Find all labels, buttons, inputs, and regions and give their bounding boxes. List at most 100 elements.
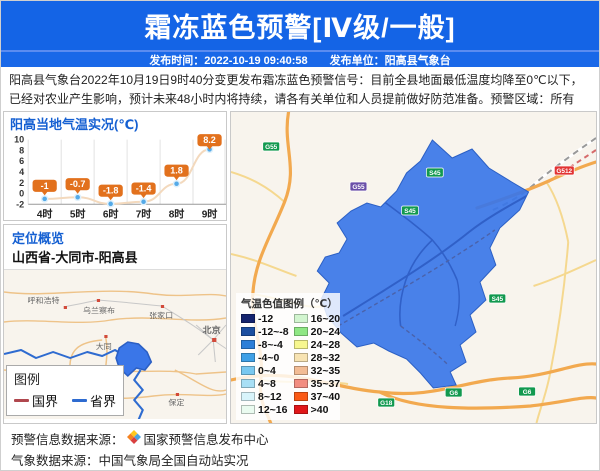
temp-legend-item: 16~20 (293, 312, 340, 325)
data-labels: -1 -0.7 -1.8 -1.4 1.8 8.2 (32, 134, 222, 201)
temperature-line-chart: 10 8 6 4 2 0 -2 4时 5时 6时 7时 8时 (14, 134, 226, 220)
temp-swatch (241, 366, 255, 375)
svg-text:-1.4: -1.4 (136, 184, 152, 194)
temp-legend-item: -12 (241, 312, 289, 325)
national-border-label: 国界 (32, 394, 59, 409)
svg-text:4: 4 (19, 167, 24, 177)
svg-text:6: 6 (19, 156, 24, 166)
y-axis-labels: 10 8 6 4 2 0 -2 (14, 135, 24, 210)
svg-text:6时: 6时 (103, 207, 119, 220)
svg-text:7时: 7时 (136, 207, 152, 220)
temp-legend-item: >40 (293, 403, 341, 416)
temp-legend-item: -12~-8 (241, 325, 289, 338)
svg-text:保定: 保定 (168, 397, 184, 407)
temp-legend-item: 32~35 (293, 364, 340, 377)
svg-text:8: 8 (19, 145, 24, 155)
temp-swatch (293, 366, 308, 375)
svg-text:大同: 大同 (96, 341, 112, 351)
temp-legend-item: 8~12 (241, 390, 289, 403)
svg-text:4时: 4时 (37, 207, 53, 220)
location-overview-panel: 定位概览 山西省-大同市-阳高县 (3, 224, 227, 424)
temp-legend-item: 0~4 (241, 364, 289, 377)
main-map[interactable]: G55 G55 S45 S45 G512 S45 G18 G6 G6 气温色值图… (230, 111, 597, 424)
temp-swatch (293, 379, 308, 388)
temp-legend-item: 37~40 (293, 390, 340, 403)
svg-text:2: 2 (19, 178, 24, 188)
location-breadcrumb: 山西省-大同市-阳高县 (12, 250, 138, 265)
border-legend-title: 图例 (14, 372, 41, 387)
svg-text:S45: S45 (429, 170, 441, 177)
svg-text:G512: G512 (556, 168, 572, 175)
province-border-label: 省界 (90, 394, 117, 409)
temperature-legend-title: 气温色值图例（℃） (241, 298, 338, 310)
svg-text:G6: G6 (449, 390, 458, 397)
svg-text:乌兰察布: 乌兰察布 (83, 305, 115, 315)
temp-swatch (241, 353, 255, 362)
svg-text:8.2: 8.2 (203, 135, 216, 145)
svg-text:呼和浩特: 呼和浩特 (27, 295, 59, 305)
svg-text:-1: -1 (41, 181, 49, 191)
temp-swatch (293, 392, 308, 401)
svg-text:张家口: 张家口 (149, 310, 173, 320)
warning-source-value: 国家预警信息发布中心 (143, 433, 269, 447)
svg-text:S45: S45 (404, 208, 416, 215)
temp-swatch (241, 340, 255, 349)
warning-source-label: 预警信息数据来源： (11, 433, 124, 447)
page-header: 霜冻蓝色预警[Ⅳ级/一般] (1, 1, 599, 50)
legend-item-province-border: 省界 (72, 391, 116, 410)
temp-legend-item: 28~32 (293, 351, 340, 364)
county-region[interactable] (316, 139, 530, 389)
content-row: 阳高当地气温实况(℃) 10 8 6 4 (1, 111, 599, 424)
warning-description: 阳高县气象台2022年10月19日9时40分变更发布霜冻蓝色预警信号：目前全县地… (9, 73, 583, 107)
temp-legend-item: 24~28 (293, 338, 340, 351)
svg-text:0: 0 (19, 188, 24, 198)
left-column: 阳高当地气温实况(℃) 10 8 6 4 (3, 111, 227, 424)
svg-text:G55: G55 (265, 144, 278, 151)
svg-text:G18: G18 (380, 400, 393, 407)
location-overview-title: 定位概览 (12, 231, 65, 246)
temp-swatch (241, 392, 255, 401)
road-shields: G55 G55 S45 S45 G512 S45 G18 G6 G6 (262, 141, 575, 408)
warning-source-line: 预警信息数据来源： 国家预警信息发布中心 (11, 430, 589, 451)
svg-text:北京: 北京 (203, 324, 221, 335)
temperature-color-legend: 气温色值图例（℃） -12 -12~-8 -8~-4 -4~0 0~4 4~8 … (236, 293, 340, 420)
svg-text:G55: G55 (352, 184, 365, 191)
temp-legend-item: 12~16 (241, 403, 289, 416)
publish-unit: 发布单位：阳高县气象台 (329, 54, 451, 67)
data-sources: 预警信息数据来源： 国家预警信息发布中心 气象数据来源：中国气象局全国自动站实况 (1, 424, 599, 470)
svg-text:9时: 9时 (202, 207, 218, 220)
temperature-chart-panel: 阳高当地气温实况(℃) 10 8 6 4 (3, 111, 227, 221)
page-title: 霜冻蓝色预警[Ⅳ级/一般] (144, 13, 456, 43)
publish-time: 发布时间：2022-10-19 09:40:58 (149, 54, 308, 67)
region-inner-roads (337, 193, 528, 365)
svg-text:-1.8: -1.8 (103, 186, 119, 196)
data-points (40, 145, 214, 208)
svg-text:10: 10 (14, 135, 24, 145)
svg-text:5时: 5时 (70, 207, 86, 220)
temp-swatch (293, 405, 308, 414)
mini-gray-roads (63, 299, 226, 363)
province-border-swatch (72, 399, 87, 402)
legend-item-national-border: 国界 (14, 391, 58, 410)
temp-swatch (241, 379, 255, 388)
svg-text:-0.7: -0.7 (70, 179, 86, 189)
temp-legend-item: -8~-4 (241, 338, 289, 351)
svg-text:S45: S45 (492, 296, 504, 303)
temp-swatch (241, 314, 255, 323)
weather-source-line: 气象数据来源：中国气象局全国自动站实况 (11, 451, 589, 470)
province-border-line (4, 349, 144, 419)
temp-swatch (293, 353, 308, 362)
mini-county-region[interactable] (115, 341, 153, 378)
publish-info-bar: 发布时间：2022-10-19 09:40:58 发布单位：阳高县气象台 (1, 50, 599, 67)
svg-text:G6: G6 (523, 389, 532, 396)
chart-title: 阳高当地气温实况(℃) (10, 117, 139, 132)
nwc-diamond-icon (126, 430, 141, 451)
weather-source-value: 气象数据来源：中国气象局全国自动站实况 (11, 454, 249, 468)
x-axis-labels: 4时 5时 6时 7时 8时 9时 (37, 207, 218, 220)
border-legend: 图例 国界 省界 (6, 365, 124, 416)
chart-gridlines (27, 139, 226, 205)
mini-map[interactable]: 呼和浩特 乌兰察布 张家口 北京 大同 朔州 保定 图例 (4, 269, 226, 419)
svg-text:1.8: 1.8 (170, 166, 183, 176)
temp-legend-item: 35~37 (293, 377, 340, 390)
